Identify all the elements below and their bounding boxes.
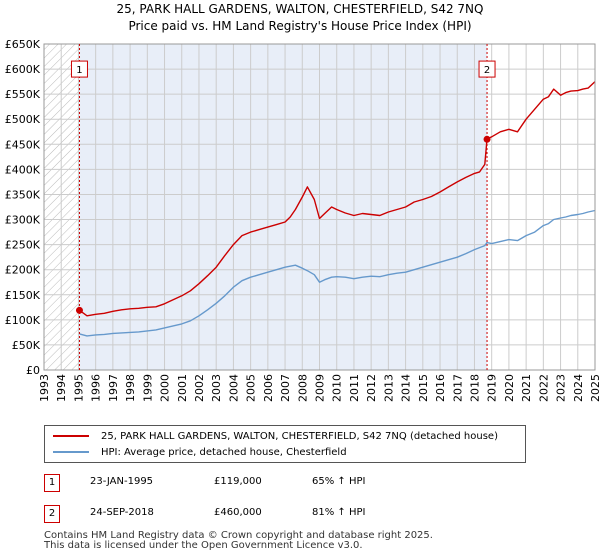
x-tick-label: 2006 — [262, 374, 275, 402]
y-tick-label: £550K — [5, 88, 41, 101]
footer-credit: Contains HM Land Registry data © Crown c… — [44, 531, 433, 551]
transaction-hpi: 65% ↑ HPI — [312, 476, 366, 487]
legend-item-hpi: HPI: Average price, detached house, Ches… — [53, 445, 347, 459]
x-tick-label: 2009 — [314, 374, 327, 402]
legend-item-property: 25, PARK HALL GARDENS, WALTON, CHESTERFI… — [53, 429, 498, 443]
plot-frame — [43, 43, 596, 371]
y-tick-label: £350K — [5, 188, 41, 201]
x-tick-label: 2011 — [348, 374, 361, 402]
x-tick-label: 2002 — [193, 374, 206, 402]
y-tick-label: £200K — [5, 264, 41, 277]
property-price-line — [79, 81, 596, 317]
transaction-badge: 2 — [44, 505, 60, 523]
x-tick-label: 2017 — [451, 374, 464, 402]
x-tick-label: 2012 — [365, 374, 378, 402]
y-tick-label: £400K — [5, 163, 41, 176]
chart-title-line1: 25, PARK HALL GARDENS, WALTON, CHESTERFI… — [116, 2, 484, 16]
legend-label-hpi: HPI: Average price, detached house, Ches… — [101, 446, 347, 458]
transaction-hpi: 81% ↑ HPI — [312, 507, 366, 518]
x-tick-label: 1998 — [124, 374, 137, 402]
y-tick-label: £150K — [5, 289, 41, 302]
x-tick-label: 1994 — [55, 374, 68, 402]
footer-line2: This data is licensed under the Open Gov… — [44, 540, 363, 551]
transaction-price: £460,000 — [214, 507, 262, 518]
transaction-badge: 1 — [44, 474, 60, 492]
y-tick-label: £450K — [5, 138, 41, 151]
x-tick-label: 2018 — [468, 374, 481, 402]
chart-legend: 25, PARK HALL GARDENS, WALTON, CHESTERFI… — [44, 425, 526, 463]
x-tick-label: 2008 — [296, 374, 309, 402]
x-tick-label: 1999 — [141, 374, 154, 402]
sale-number-box — [478, 60, 496, 78]
x-tick-label: 2016 — [434, 374, 447, 402]
x-tick-label: 1993 — [38, 374, 51, 402]
ownership-shading — [79, 44, 488, 370]
x-tick-label: 2022 — [537, 374, 550, 402]
x-tick-label: 2014 — [400, 374, 413, 402]
sale-number-box — [70, 60, 88, 78]
x-tick-label: 1995 — [72, 374, 85, 402]
x-tick-label: 2010 — [331, 374, 344, 402]
x-tick-label: 2024 — [572, 374, 585, 402]
sale-number-label: 2 — [484, 65, 490, 76]
x-tick-label: 2023 — [555, 374, 568, 402]
x-tick-label: 1997 — [107, 374, 120, 402]
legend-swatch-red — [53, 435, 89, 437]
transaction-price: £119,000 — [214, 476, 262, 487]
x-tick-label: 2000 — [159, 374, 172, 402]
x-tick-label: 2003 — [210, 374, 223, 402]
y-tick-label: £300K — [5, 214, 41, 227]
x-tick-label: 2020 — [503, 374, 516, 402]
chart-title-line2: Price paid vs. HM Land Registry's House … — [128, 19, 472, 33]
y-tick-label: £100K — [5, 314, 41, 327]
x-tick-label: 2021 — [520, 374, 533, 402]
transaction-date: 23-JAN-1995 — [90, 476, 154, 487]
legend-label-property: 25, PARK HALL GARDENS, WALTON, CHESTERFI… — [101, 430, 498, 442]
y-tick-label: £50K — [12, 339, 41, 352]
sale-number-label: 1 — [76, 65, 82, 76]
price-chart: £0 £50K £100K £150K £200K £250K £300K £350K £400… — [5, 38, 600, 402]
x-tick-label: 2004 — [227, 374, 240, 402]
x-tick-label: 2001 — [176, 374, 189, 402]
y-tick-label: £600K — [5, 63, 41, 76]
x-tick-label: 2007 — [279, 374, 292, 402]
legend-swatch-blue — [53, 451, 89, 453]
x-tick-label: 2019 — [486, 374, 499, 402]
y-tick-label: £650K — [5, 38, 41, 51]
sale-point — [483, 135, 491, 143]
y-tick-label: £500K — [5, 113, 41, 126]
x-tick-label: 2005 — [245, 374, 258, 402]
x-tick-label: 2025 — [589, 374, 600, 402]
x-tick-label: 2015 — [417, 374, 430, 402]
footer-line1: Contains HM Land Registry data © Crown c… — [44, 530, 433, 541]
x-tick-label: 1996 — [90, 374, 103, 402]
x-tick-label: 2013 — [382, 374, 395, 402]
transaction-date: 24-SEP-2018 — [90, 507, 154, 518]
hatched-region — [44, 44, 80, 370]
y-tick-label: £0 — [26, 364, 40, 377]
y-tick-label: £250K — [5, 239, 41, 252]
hpi-line — [79, 209, 596, 337]
sale-point — [75, 306, 83, 314]
